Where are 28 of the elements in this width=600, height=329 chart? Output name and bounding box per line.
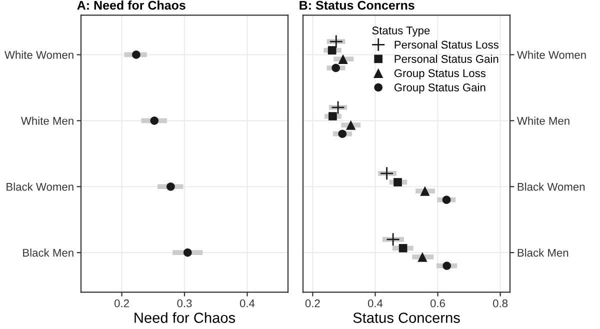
chart-title: A: Need for Chaos <box>77 0 186 10</box>
y-tick-label: White Men <box>21 116 74 125</box>
legend-label: Group Status Loss <box>394 69 486 80</box>
y-tick-label: White Women <box>516 50 586 59</box>
y-tick-label: White Men <box>516 116 570 125</box>
x-tick-label: 0.8 <box>493 299 508 308</box>
legend-title: Status Type <box>372 26 430 37</box>
y-tick-label: Black Women <box>6 182 74 191</box>
x-tick-label: 0.4 <box>240 299 255 308</box>
x-tick-label: 0.4 <box>368 299 383 308</box>
point <box>166 182 175 191</box>
y-tick-label: Black Men <box>23 248 74 257</box>
x-axis-title: Need for Chaos <box>134 312 236 323</box>
legend-label: Group Status Gain <box>394 83 486 94</box>
x-tick-label: 0.2 <box>114 299 129 308</box>
point <box>150 116 159 125</box>
x-tick-label: 0.2 <box>305 299 320 308</box>
legend-label: Personal Status Loss <box>394 40 498 49</box>
x-tick-label: 0.6 <box>430 299 446 308</box>
x-tick-label: 0.3 <box>177 299 192 308</box>
y-tick-label: Black Women <box>518 182 585 191</box>
x-axis-title: Status Concerns <box>353 312 460 323</box>
legend-label: Personal Status Gain <box>394 54 498 63</box>
y-tick-label: White Women <box>4 50 74 59</box>
point <box>132 50 140 59</box>
point <box>183 248 192 257</box>
chart-title: B: Status Concerns <box>300 0 414 10</box>
y-tick-label: Black Men <box>518 248 568 257</box>
